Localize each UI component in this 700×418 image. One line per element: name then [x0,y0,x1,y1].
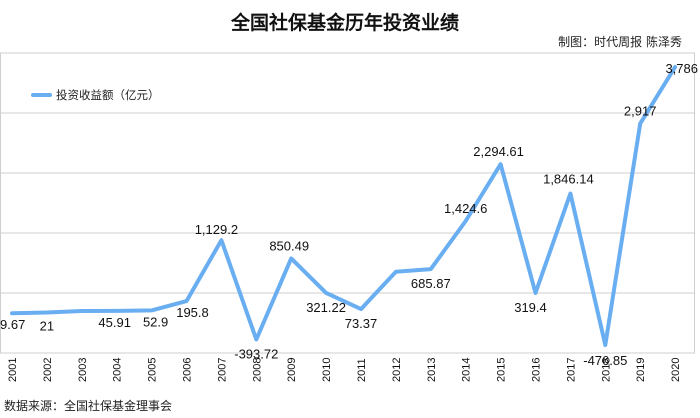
data-label: 850.49 [269,238,309,253]
data-label: 2,917 [624,104,657,119]
data-label: 1,846.14 [543,171,594,186]
data-label: 73.37 [345,316,378,331]
x-tick-label: 2015 [496,358,508,382]
x-tick-label: 2004 [112,358,124,382]
data-label: -393.72 [234,347,278,362]
data-label: 685.87 [411,276,451,291]
x-tick-label: 2007 [216,358,228,382]
x-tick-label: 2017 [565,358,577,382]
data-label: 21 [40,319,54,334]
data-label: 321.22 [306,300,346,315]
grid [0,52,695,354]
data-label: -476.85 [583,353,627,368]
data-label: 3,786 [665,61,698,76]
data-label: 319.4 [514,300,547,315]
legend: 投资收益额（亿元） [31,88,160,102]
x-axis: 2001 2002 2003 2004 2005 2006 2007 2008 2009 2010… [7,358,682,382]
chart-title: 全国社保基金历年投资业绩 [230,11,459,34]
x-tick-label: 2002 [42,358,54,382]
x-tick-label: 2012 [391,358,403,382]
data-label: 1,424.6 [444,201,487,216]
x-tick-label: 2014 [461,358,473,382]
x-tick-label: 2009 [286,358,298,382]
x-tick-label: 2013 [426,358,438,382]
data-label: 9.67 [0,317,25,332]
data-labels: 9.67 21 45.91 52.9 195.8 1,129.2 -393.72 850.49… [0,61,698,368]
x-tick-label: 2019 [635,358,647,382]
series-line [10,65,678,347]
x-tick-label: 2003 [77,358,89,382]
data-label: 1,129.2 [195,222,238,237]
series-line-group [10,65,678,347]
x-tick-label: 2005 [147,358,159,382]
x-tick-label: 2018 [600,358,612,382]
legend-label: 投资收益额（亿元） [56,88,160,102]
x-tick-label: 2010 [321,358,333,382]
x-tick-label: 2006 [182,358,194,382]
chart-credit: 制图：时代周报 陈泽秀 [558,34,682,49]
data-label: 2,294.61 [473,144,524,159]
data-label: 195.8 [176,305,209,320]
x-tick-label: 2001 [7,358,19,382]
x-tick-label: 2008 [251,358,263,382]
data-source: 数据来源：全国社保基金理事会 [4,398,172,413]
x-tick-label: 2020 [670,358,682,382]
x-tick-label: 2011 [356,358,368,382]
x-tick-label: 2016 [531,358,543,382]
data-label: 52.9 [143,314,168,329]
data-label: 45.91 [98,315,131,330]
